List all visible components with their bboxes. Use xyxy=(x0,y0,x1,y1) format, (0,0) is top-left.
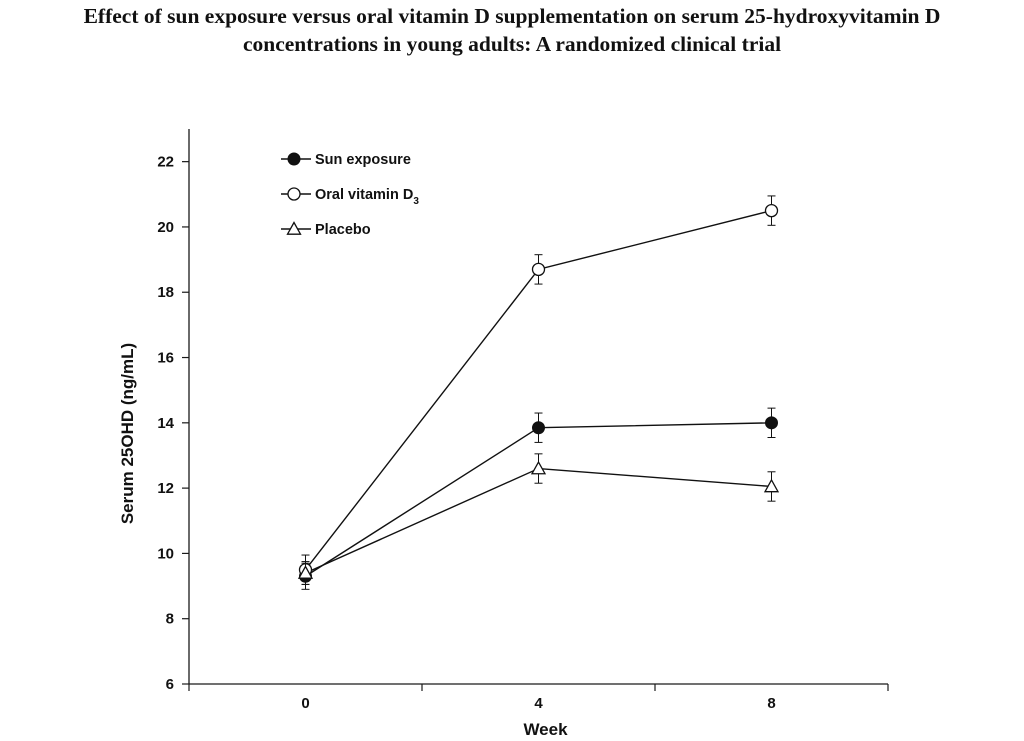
legend-label: Sun exposure xyxy=(315,152,411,168)
x-axis-label: Week xyxy=(523,720,568,739)
y-tick-label: 6 xyxy=(166,676,174,693)
chart-title-line-2: concentrations in young adults: A random… xyxy=(242,32,782,56)
y-tick-label: 14 xyxy=(157,415,174,432)
series-sun-exposure xyxy=(305,422,772,577)
legend-label: Placebo xyxy=(315,222,371,238)
x-tick-label: 0 xyxy=(301,695,309,712)
legend-label-text: Oral vitamin D xyxy=(315,187,413,203)
y-tick-label: 18 xyxy=(157,284,174,301)
data-point xyxy=(297,565,314,579)
chart-title-line-1: Effect of sun exposure versus oral vitam… xyxy=(83,4,941,28)
legend-label: Oral vitamin D3 xyxy=(315,187,419,207)
legend-item: Oral vitamin D3 xyxy=(281,187,419,207)
series-points-oral-vitamin-d xyxy=(298,195,779,585)
series-line-sun-exposure xyxy=(305,422,772,577)
data-point xyxy=(763,478,780,493)
y-tick-label: 10 xyxy=(157,545,174,562)
legend-item: Sun exposure xyxy=(281,152,411,168)
y-tick-label: 20 xyxy=(157,219,174,236)
y-tick-label: 8 xyxy=(166,611,174,628)
data-point xyxy=(532,421,545,435)
legend-marker xyxy=(286,221,302,235)
series-points-sun-exposure xyxy=(299,407,778,590)
data-point xyxy=(764,203,779,218)
legend: Sun exposure Oral vitamin D3 Placebo xyxy=(281,152,419,238)
data-point xyxy=(765,416,778,430)
x-tick-label: 8 xyxy=(767,695,775,712)
y-axis-label: Serum 25OHD (ng/mL) xyxy=(118,343,137,524)
series-points-placebo xyxy=(297,453,780,585)
legend-marker xyxy=(287,152,301,166)
data-point xyxy=(530,460,547,475)
legend-label-text: Placebo xyxy=(315,222,371,238)
x-tick-label: 4 xyxy=(534,695,543,712)
legend-label-text: Sun exposure xyxy=(315,152,411,168)
series-placebo xyxy=(305,467,772,574)
legend-marker xyxy=(287,187,301,201)
y-tick-label: 16 xyxy=(157,350,174,367)
y-tick-label: 22 xyxy=(157,154,174,171)
series-line-placebo xyxy=(305,467,772,574)
data-point xyxy=(531,262,546,277)
y-tick-label: 12 xyxy=(157,480,174,497)
legend-label-subscript: 3 xyxy=(413,196,419,207)
chart-title: Effect of sun exposure versus oral vitam… xyxy=(0,2,1024,58)
legend-item: Placebo xyxy=(281,221,371,238)
